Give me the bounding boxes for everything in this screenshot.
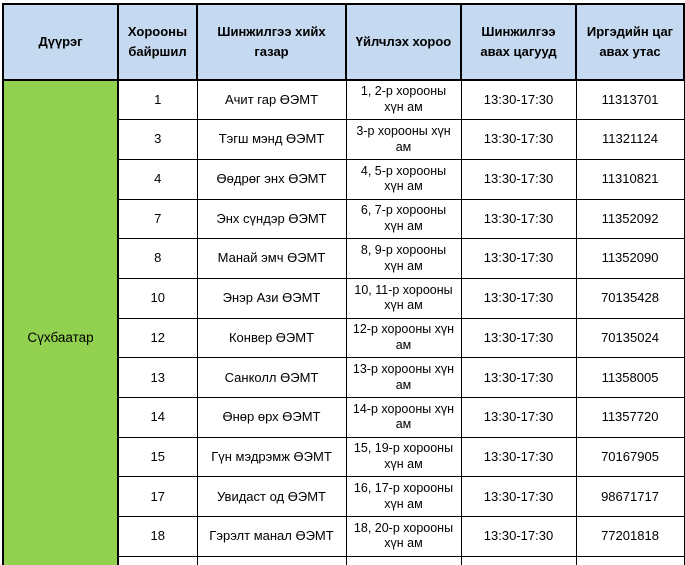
khoroo-cell: 3-р хорооны хүн ам	[345, 119, 462, 160]
place-cell: Энх сүндэр ӨЭМТ	[196, 198, 347, 240]
phone-cell: 11358005	[575, 357, 685, 398]
hours-cell: 13:30-17:30	[460, 317, 577, 359]
header-khoroo-location: Хорооны байршил	[117, 3, 198, 81]
location-cell: 1	[117, 79, 198, 121]
hours-cell: 13:30-17:30	[460, 516, 577, 557]
phone-cell: 11321124	[575, 119, 685, 160]
place-cell: Манай эмч ӨЭМТ	[196, 238, 347, 279]
header-testing-hours: Шинжилгээ авах цагууд	[460, 3, 577, 81]
phone-cell: 77201818	[575, 516, 685, 557]
table-body: Сүхбаатар 1 Ачит гар ӨЭМТ 1, 2-р хорооны…	[2, 79, 685, 565]
khoroo-cell: 8, 9-р хорооны хүн ам	[345, 238, 462, 279]
place-cell: Ачит гар ӨЭМТ	[196, 79, 347, 121]
place-cell: Гэрэлт манал ӨЭМТ	[196, 516, 347, 557]
khoroo-cell: 1, 2-р хорооны хүн ам	[345, 79, 462, 121]
table-row: 14 Өнөр өрх ӨЭМТ 14-р хорооны хүн ам 13:…	[3, 397, 685, 438]
phone-cell: 70167905	[575, 436, 685, 478]
location-cell: 7	[117, 198, 198, 240]
header-row: Дүүрэг Хорооны байршил Шинжилгээ хийх га…	[2, 3, 685, 81]
khoroo-cell: 15, 19-р хорооны хүн ам	[345, 436, 462, 478]
table-row: 7 Энх сүндэр ӨЭМТ 6, 7-р хорооны хүн ам …	[3, 198, 685, 240]
hours-cell: 13:30-17:30	[460, 397, 577, 438]
phone-cell: 11352092	[575, 198, 685, 240]
khoroo-cell: 13-р хорооны хүн ам	[345, 357, 462, 398]
location-cell: 4	[117, 158, 198, 200]
location-cell: 15	[117, 436, 198, 478]
place-cell: Өнөр өрх ӨЭМТ	[196, 397, 347, 438]
khoroo-cell: 10, 11-р хорооны хүн ам	[345, 277, 462, 319]
location-cell: 3	[117, 119, 198, 160]
location-cell: 18	[117, 516, 198, 557]
table-row: 8 Манай эмч ӨЭМТ 8, 9-р хорооны хүн ам 1…	[3, 238, 685, 279]
phone-cell: 11313701	[575, 79, 685, 121]
phone-cell	[575, 555, 685, 565]
place-cell: Энэр Ази ӨЭМТ	[196, 277, 347, 319]
testing-schedule-table: Дүүрэг Хорооны байршил Шинжилгээ хийх га…	[2, 3, 685, 565]
table-row: 10 Энэр Ази ӨЭМТ 10, 11-р хорооны хүн ам…	[3, 277, 685, 319]
location-cell: 8	[117, 238, 198, 279]
hours-cell: 13:30-17:30	[460, 79, 577, 121]
table-row: 4 Өөдрөг энх ӨЭМТ 4, 5-р хорооны хүн ам …	[3, 158, 685, 200]
hours-cell: 13:30-17:30	[460, 357, 577, 398]
place-cell: Санколл ӨЭМТ	[196, 357, 347, 398]
place-cell	[196, 555, 347, 565]
khoroo-cell: 16, 17-р хорооны хүн ам	[345, 476, 462, 518]
hours-cell: 13:30-17:30	[460, 158, 577, 200]
location-cell: 12	[117, 317, 198, 359]
header-testing-place: Шинжилгээ хийх газар	[196, 3, 347, 81]
location-cell	[117, 555, 198, 565]
table-row: Сүхбаатар 1 Ачит гар ӨЭМТ 1, 2-р хорооны…	[2, 79, 685, 565]
khoroo-cell: 12-р хорооны хүн ам	[345, 317, 462, 359]
phone-cell: 70135428	[575, 277, 685, 319]
header-serving-khoroo: Үйлчлэх хороо	[345, 3, 462, 81]
hours-cell: 13:30-17:30	[460, 119, 577, 160]
hours-cell: 13:30-17:30	[460, 476, 577, 518]
table-row-partial	[3, 555, 685, 565]
phone-cell: 11352090	[575, 238, 685, 279]
location-cell: 13	[117, 357, 198, 398]
place-cell: Өөдрөг энх ӨЭМТ	[196, 158, 347, 200]
phone-cell: 11310821	[575, 158, 685, 200]
khoroo-cell: 4, 5-р хорооны хүн ам	[345, 158, 462, 200]
phone-cell: 11357720	[575, 397, 685, 438]
hours-cell: 13:30-17:30	[460, 277, 577, 319]
table-row: 17 Увидаст од ӨЭМТ 16, 17-р хорооны хүн …	[3, 476, 685, 518]
table-header: Дүүрэг Хорооны байршил Шинжилгээ хийх га…	[2, 3, 685, 81]
place-cell: Гүн мэдрэмж ӨЭМТ	[196, 436, 347, 478]
place-cell: Увидаст од ӨЭМТ	[196, 476, 347, 518]
header-appointment-phone: Иргэдийн цаг авах утас	[575, 3, 685, 81]
khoroo-cell: 18, 20-р хорооны хүн ам	[345, 516, 462, 557]
place-cell: Конвер ӨЭМТ	[196, 317, 347, 359]
hours-cell: 13:30-17:30	[460, 238, 577, 279]
table-row: 12 Конвер ӨЭМТ 12-р хорооны хүн ам 13:30…	[3, 317, 685, 359]
table-row: 3 Тэгш мэнд ӨЭМТ 3-р хорооны хүн ам 13:3…	[3, 119, 685, 160]
location-cell: 17	[117, 476, 198, 518]
phone-cell: 98671717	[575, 476, 685, 518]
khoroo-cell: 14-р хорооны хүн ам	[345, 397, 462, 438]
location-cell: 14	[117, 397, 198, 438]
hours-cell: 13:30-17:30	[460, 198, 577, 240]
place-cell: Тэгш мэнд ӨЭМТ	[196, 119, 347, 160]
header-district: Дүүрэг	[2, 3, 119, 81]
khoroo-cell	[345, 555, 462, 565]
phone-cell: 70135024	[575, 317, 685, 359]
location-cell: 10	[117, 277, 198, 319]
table-row: 15 Гүн мэдрэмж ӨЭМТ 15, 19-р хорооны хүн…	[3, 436, 685, 478]
hours-cell: 13:30-17:30	[460, 436, 577, 478]
hours-cell	[460, 555, 577, 565]
district-cell: Сүхбаатар	[2, 79, 119, 565]
khoroo-cell: 6, 7-р хорооны хүн ам	[345, 198, 462, 240]
